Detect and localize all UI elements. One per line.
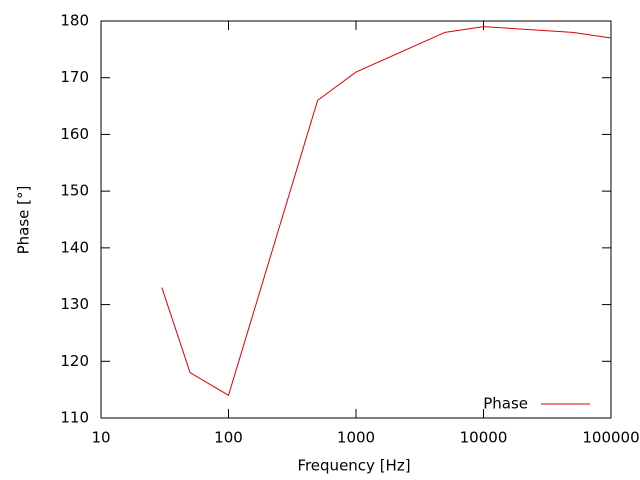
y-tick-label: 150 — [60, 182, 89, 200]
y-tick-label: 160 — [60, 125, 89, 143]
x-tick-label: 1000 — [337, 429, 375, 447]
y-tick-label: 130 — [60, 295, 89, 313]
y-tick-label: 180 — [60, 12, 89, 30]
x-axis-label: Frequency [Hz] — [297, 457, 410, 475]
legend-label: Phase — [483, 395, 528, 413]
y-axis-label: Phase [°] — [15, 186, 33, 255]
x-tick-label: 100000 — [582, 429, 639, 447]
y-tick-label: 140 — [60, 238, 89, 256]
plot-frame — [100, 20, 612, 419]
y-tick-label: 120 — [60, 352, 89, 370]
x-tick-label: 10 — [91, 429, 110, 447]
x-tick-label: 100 — [214, 429, 243, 447]
y-tick-label: 110 — [60, 409, 89, 427]
y-tick-label: 170 — [60, 68, 89, 86]
x-tick-label: 10000 — [460, 429, 508, 447]
data-line — [161, 26, 612, 397]
